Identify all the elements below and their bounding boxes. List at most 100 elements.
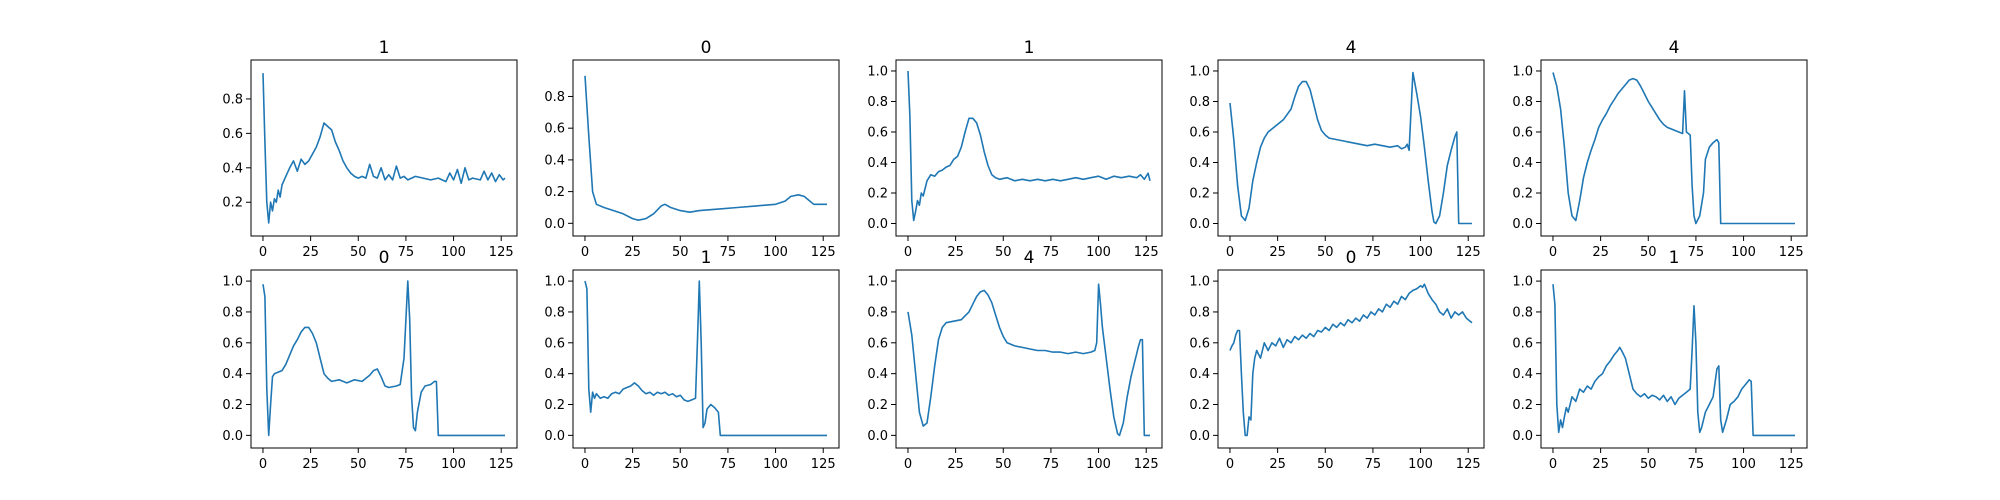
y-tick-label: 0.2 [544, 185, 565, 200]
x-tick-label: 25 [1592, 457, 1609, 472]
x-tick-label: 125 [811, 457, 836, 472]
y-tick-label: 0.0 [1512, 429, 1533, 444]
subplot-title: 4 [1669, 38, 1680, 58]
y-tick-label: 0.0 [867, 217, 888, 232]
x-tick-label: 75 [720, 457, 737, 472]
x-tick-label: 100 [1731, 457, 1756, 472]
x-tick-label: 50 [672, 245, 689, 260]
subplot-10: 0 25 50 75 100 125 0.0 0.2 0.4 0.6 0.8 1.0 1 [1512, 248, 1808, 472]
x-tick-label: 0 [904, 245, 912, 260]
x-tick-label: 25 [947, 457, 964, 472]
x-tick-label: 125 [1134, 245, 1159, 260]
x-tick-label: 125 [1456, 245, 1481, 260]
y-tick-label: 0.6 [1512, 125, 1533, 140]
series-line [1229, 71, 1472, 225]
y-tick-label: 0.6 [867, 125, 888, 140]
x-tick-label: 25 [1592, 245, 1609, 260]
x-tick-label: 125 [489, 457, 514, 472]
y-tick-label: 1.0 [1512, 275, 1533, 290]
y-tick-label: 0.2 [1512, 186, 1533, 201]
subplot-title: 1 [379, 38, 390, 58]
y-tick-label: 0.2 [1189, 398, 1210, 413]
y-tick-label: 0.2 [867, 398, 888, 413]
x-tick-label: 25 [947, 245, 964, 260]
series-line [584, 280, 827, 437]
x-tick-label: 50 [350, 245, 367, 260]
x-tick-label: 125 [1456, 457, 1481, 472]
x-tick-label: 75 [1688, 245, 1705, 260]
x-tick-label: 50 [1640, 245, 1657, 260]
subplot-4: 0 25 50 75 100 125 0.0 0.2 0.4 0.6 0.8 1.0 4 [1189, 38, 1485, 260]
axes-frame [250, 59, 518, 237]
subplot-9: 0 25 50 75 100 125 0.0 0.2 0.4 0.6 0.8 1.0 0 [1189, 248, 1485, 472]
y-tick-label: 0.4 [867, 156, 888, 171]
subplot-8: 0 25 50 75 100 125 0.0 0.2 0.4 0.6 0.8 1.0 4 [867, 248, 1163, 472]
x-tick-label: 75 [398, 457, 415, 472]
axes-frame [1540, 269, 1808, 449]
axes-frame [1540, 59, 1808, 237]
y-tick-label: 0.4 [1512, 367, 1533, 382]
x-tick-label: 100 [441, 457, 466, 472]
series-line [262, 280, 505, 437]
y-tick-label: 0.4 [544, 367, 565, 382]
y-tick-label: 0.6 [1189, 336, 1210, 351]
series-line [1229, 283, 1473, 437]
y-tick-label: 1.0 [1189, 275, 1210, 290]
x-tick-label: 25 [302, 457, 319, 472]
y-tick-label: 0.6 [222, 336, 243, 351]
axes-frame [572, 269, 840, 449]
x-tick-label: 75 [720, 245, 737, 260]
subplot-title: 1 [1669, 248, 1680, 268]
y-tick-label: 0.4 [1189, 367, 1210, 382]
y-tick-label: 0.0 [1189, 429, 1210, 444]
x-tick-label: 100 [763, 245, 788, 260]
series-line [1552, 284, 1795, 437]
subplot-title: 0 [379, 248, 390, 268]
y-tick-label: 0.2 [1512, 398, 1533, 413]
y-tick-label: 0.0 [222, 429, 243, 444]
y-tick-label: 1.0 [1512, 64, 1533, 79]
x-tick-label: 125 [1779, 245, 1804, 260]
series-line [1552, 72, 1795, 225]
series-line [907, 283, 1150, 437]
x-tick-label: 0 [1226, 245, 1234, 260]
x-tick-label: 50 [1317, 457, 1334, 472]
y-tick-label: 0.2 [222, 196, 243, 211]
y-tick-label: 0.2 [544, 398, 565, 413]
y-tick-label: 1.0 [1189, 64, 1210, 79]
axes-frame [895, 59, 1163, 237]
x-tick-label: 100 [441, 245, 466, 260]
x-tick-label: 25 [624, 457, 641, 472]
subplot-1: 0 25 50 75 100 125 0.2 0.4 0.6 0.8 1 [222, 38, 518, 260]
subplot-title: 4 [1024, 248, 1035, 268]
y-tick-label: 0.6 [222, 127, 243, 142]
x-tick-label: 0 [1226, 457, 1234, 472]
series-line [262, 73, 506, 224]
axes-frame [250, 269, 518, 449]
x-tick-label: 100 [763, 457, 788, 472]
x-tick-label: 0 [581, 245, 589, 260]
x-tick-label: 0 [259, 457, 267, 472]
x-tick-label: 0 [581, 457, 589, 472]
y-tick-label: 0.8 [544, 305, 565, 320]
x-tick-label: 75 [398, 245, 415, 260]
x-tick-label: 0 [1549, 457, 1557, 472]
x-tick-label: 0 [904, 457, 912, 472]
x-tick-label: 50 [672, 457, 689, 472]
x-tick-label: 50 [1317, 245, 1334, 260]
axes-frame [1217, 59, 1485, 237]
subplot-3: 0 25 50 75 100 125 0.0 0.2 0.4 0.6 0.8 1.0 1 [867, 38, 1163, 260]
subplot-7: 0 25 50 75 100 125 0.0 0.2 0.4 0.6 0.8 1.0 1 [544, 248, 840, 472]
y-tick-label: 0.8 [1512, 305, 1533, 320]
y-tick-label: 1.0 [222, 275, 243, 290]
y-tick-label: 0.8 [544, 90, 565, 105]
x-tick-label: 50 [350, 457, 367, 472]
x-tick-label: 75 [1365, 457, 1382, 472]
y-tick-label: 0.8 [867, 95, 888, 110]
x-tick-label: 100 [1086, 457, 1111, 472]
y-tick-label: 0.6 [1512, 336, 1533, 351]
x-tick-label: 0 [259, 245, 267, 260]
y-tick-label: 0.4 [1512, 156, 1533, 171]
axes-frame [572, 59, 840, 237]
y-tick-label: 0.6 [544, 122, 565, 137]
